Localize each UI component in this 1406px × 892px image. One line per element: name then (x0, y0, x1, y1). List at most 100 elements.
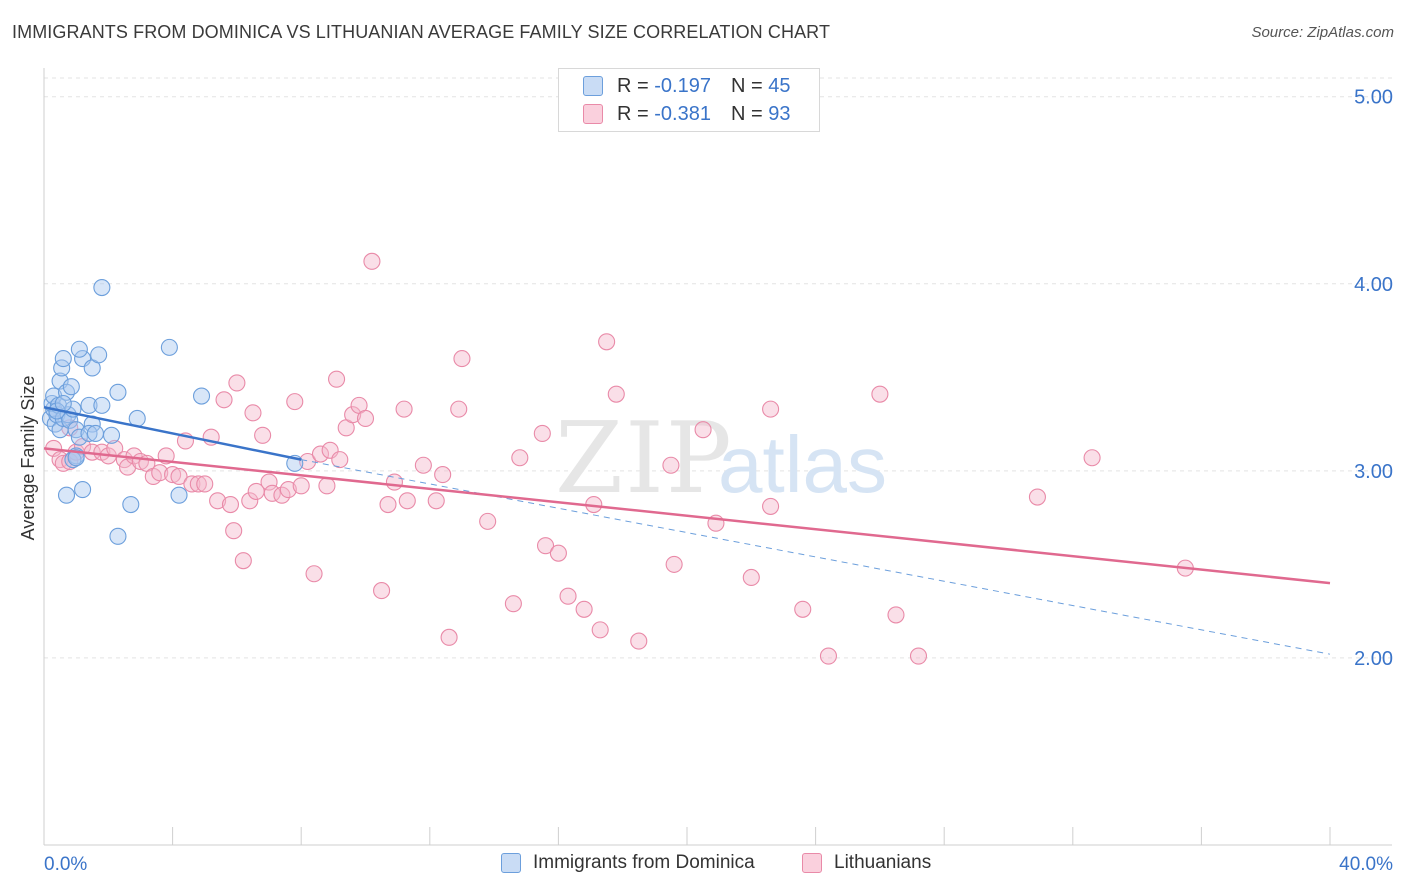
data-point (479, 512, 497, 530)
data-point (228, 374, 246, 392)
tick-labels: 2.00 3.00 4.00 5.00 0.0% 40.0% (44, 87, 1393, 875)
data-point (1028, 488, 1046, 506)
data-point (170, 467, 188, 486)
data-point (762, 497, 780, 515)
data-point (373, 582, 391, 600)
data-point (434, 466, 452, 484)
y-tick-label: 2.00 (1354, 648, 1393, 670)
data-point (427, 492, 445, 510)
data-point (328, 370, 346, 388)
data-point (536, 537, 555, 555)
lithuanians-points (45, 252, 1194, 665)
data-point (57, 486, 76, 504)
legend-n-label: N = (730, 74, 763, 97)
data-point (234, 552, 252, 570)
data-point (533, 424, 551, 442)
series-legend-lithuanians[interactable]: Lithuanians (802, 852, 931, 874)
data-point (591, 621, 609, 639)
series-label-lithuanians: Lithuanians (834, 852, 932, 873)
data-point (109, 527, 127, 545)
data-point (241, 492, 259, 510)
legend-row-lithuanians: R = -0.381 N = 93 (583, 101, 790, 127)
dominica-points (41, 278, 304, 545)
y-axis-label: Average Family Size (18, 376, 38, 541)
series-swatch-lithuanians (802, 853, 822, 873)
data-point (662, 456, 680, 474)
data-point (86, 424, 104, 442)
trend-line-dominica (43, 406, 302, 461)
data-point (80, 396, 98, 414)
legend-r-label: R = (617, 74, 649, 97)
data-point (254, 426, 272, 444)
data-point (504, 595, 522, 613)
data-point (189, 475, 207, 493)
legend-row-dominica: R = -0.197 N = 45 (583, 73, 790, 99)
data-point (630, 632, 648, 650)
watermark-atlas: atlas (718, 420, 887, 509)
data-point (62, 378, 80, 396)
watermark: ZIP atlas (555, 402, 887, 516)
y-tick-label: 5.00 (1354, 87, 1393, 109)
data-point (70, 428, 88, 446)
data-point (794, 600, 812, 618)
data-point (57, 383, 76, 401)
data-point (440, 628, 458, 646)
watermark-zip: ZIP (555, 402, 734, 516)
data-point (215, 391, 233, 409)
data-point (363, 252, 381, 270)
correlation-legend: R = -0.197 N = 45 R = -0.381 N = 93 (558, 68, 820, 132)
axes (43, 68, 1392, 846)
data-point (344, 406, 362, 424)
series-label-dominica: Immigrants from Dominica (533, 852, 755, 873)
data-point (318, 477, 336, 495)
legend-n-value: 45 (768, 74, 791, 97)
legend-r-label: R = (617, 102, 649, 125)
data-point (694, 421, 712, 439)
source-label: Source: ZipAtlas.com (1251, 24, 1394, 41)
data-point (122, 495, 140, 514)
data-point (1083, 449, 1101, 467)
data-point (819, 647, 838, 665)
legend-n-value: 93 (768, 102, 791, 125)
data-point (871, 385, 889, 403)
data-point (292, 477, 310, 495)
data-point (356, 409, 375, 428)
legend-r-value: -0.381 (654, 102, 711, 125)
data-point (299, 452, 317, 471)
data-point (225, 522, 243, 540)
data-point (665, 555, 683, 573)
series-swatch-dominica (501, 853, 521, 873)
data-point (305, 565, 323, 583)
data-point (575, 600, 593, 618)
data-point (598, 333, 616, 351)
data-point (379, 495, 397, 514)
data-point (196, 475, 214, 493)
data-point (453, 350, 471, 368)
data-point (67, 449, 85, 467)
data-point (93, 278, 111, 297)
chart-title: IMMIGRANTS FROM DOMINICA VS LITHUANIAN A… (12, 22, 831, 42)
trend-lines (43, 406, 1331, 655)
data-point (909, 647, 928, 665)
data-point (286, 393, 304, 411)
series-legend: Immigrants from Dominica Lithuanians (0, 852, 1406, 878)
data-point (221, 495, 240, 514)
data-point (93, 396, 111, 414)
data-point (398, 492, 416, 510)
data-point (80, 424, 98, 442)
trend-line-lithuanians (43, 447, 1331, 585)
series-legend-dominica[interactable]: Immigrants from Dominica (501, 852, 755, 874)
legend-swatch-dominica (583, 76, 603, 96)
data-point (164, 466, 182, 484)
data-point (331, 451, 349, 469)
data-point (549, 544, 567, 562)
data-point (742, 568, 760, 587)
x-tick-label: 0.0% (44, 854, 87, 875)
data-point (311, 445, 330, 463)
data-point (102, 426, 121, 444)
data-point (414, 456, 432, 474)
legend-n-label: N = (730, 102, 763, 125)
data-point (54, 454, 72, 472)
data-point (109, 383, 127, 401)
